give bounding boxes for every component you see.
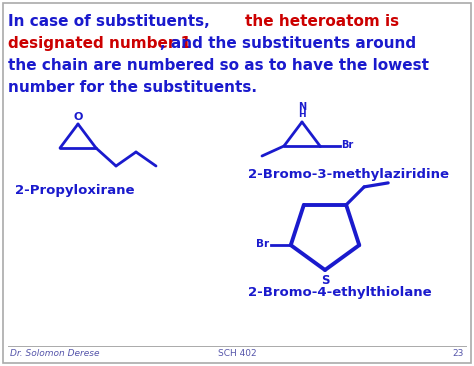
- Text: Dr. Solomon Derese: Dr. Solomon Derese: [10, 349, 100, 358]
- Text: number for the substituents.: number for the substituents.: [8, 80, 257, 95]
- Text: the heteroatom is: the heteroatom is: [245, 14, 399, 29]
- Text: 2-Propyloxirane: 2-Propyloxirane: [15, 184, 135, 197]
- Text: In case of substituents,: In case of substituents,: [8, 14, 215, 29]
- Text: H: H: [298, 110, 306, 119]
- Text: S: S: [321, 274, 329, 287]
- Text: , and the substituents around: , and the substituents around: [160, 36, 416, 51]
- Text: the chain are numbered so as to have the lowest: the chain are numbered so as to have the…: [8, 58, 429, 73]
- Text: 2-Bromo-3-methylaziridine: 2-Bromo-3-methylaziridine: [248, 168, 449, 181]
- Text: O: O: [73, 112, 82, 122]
- Text: 2-Bromo-4-ethylthiolane: 2-Bromo-4-ethylthiolane: [248, 286, 432, 299]
- Text: SCH 402: SCH 402: [218, 349, 256, 358]
- Text: Br: Br: [255, 239, 269, 249]
- Text: N: N: [298, 102, 306, 112]
- Text: Br: Br: [341, 140, 353, 150]
- Text: 23: 23: [453, 349, 464, 358]
- Text: designated number 1: designated number 1: [8, 36, 191, 51]
